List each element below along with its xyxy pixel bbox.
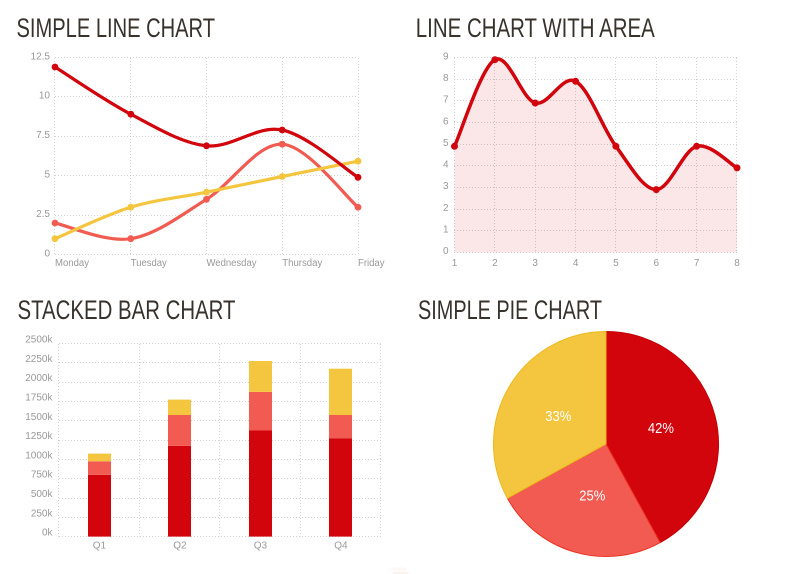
svg-text:Q3: Q3 xyxy=(254,541,268,552)
svg-text:1: 1 xyxy=(452,258,458,269)
svg-text:SIMPLE PIE CHART: SIMPLE PIE CHART xyxy=(418,295,602,325)
svg-text:1000k: 1000k xyxy=(25,450,53,461)
svg-text:8: 8 xyxy=(443,73,449,84)
svg-text:Q1: Q1 xyxy=(93,541,107,552)
svg-text:1: 1 xyxy=(443,225,449,236)
svg-text:Monday: Monday xyxy=(55,258,89,269)
svg-text:1750k: 1750k xyxy=(25,393,53,404)
svg-text:33%: 33% xyxy=(545,408,571,425)
svg-text:2000k: 2000k xyxy=(25,373,53,384)
svg-text:2.5: 2.5 xyxy=(36,209,50,220)
svg-text:4: 4 xyxy=(443,160,449,171)
svg-text:0: 0 xyxy=(44,248,50,259)
svg-text:Q2: Q2 xyxy=(173,541,187,552)
svg-text:6: 6 xyxy=(654,258,660,269)
svg-text:5: 5 xyxy=(613,258,619,269)
svg-text:250k: 250k xyxy=(31,508,54,519)
svg-text:3: 3 xyxy=(443,181,449,192)
svg-text:5: 5 xyxy=(443,138,449,149)
svg-text:LINE CHART WITH AREA: LINE CHART WITH AREA xyxy=(416,13,655,43)
svg-text:Wednesday: Wednesday xyxy=(207,258,257,269)
svg-text:2: 2 xyxy=(492,258,498,269)
svg-text:7: 7 xyxy=(694,258,700,269)
svg-text:2: 2 xyxy=(443,203,449,214)
svg-text:6: 6 xyxy=(443,116,449,127)
svg-text:1250k: 1250k xyxy=(25,431,53,442)
svg-text:7.5: 7.5 xyxy=(36,130,50,141)
svg-text:0: 0 xyxy=(443,246,449,257)
svg-text:12.5: 12.5 xyxy=(31,51,51,62)
svg-text:42%: 42% xyxy=(648,420,674,437)
svg-text:10: 10 xyxy=(39,91,51,102)
svg-text:2500k: 2500k xyxy=(25,335,53,346)
svg-text:Thursday: Thursday xyxy=(282,258,322,269)
svg-text:SIMPLE LINE CHART: SIMPLE LINE CHART xyxy=(17,13,216,43)
svg-text:Tuesday: Tuesday xyxy=(131,258,167,269)
svg-text:5: 5 xyxy=(44,170,50,181)
svg-text:3: 3 xyxy=(532,258,538,269)
svg-text:STACKED BAR CHART: STACKED BAR CHART xyxy=(18,295,236,325)
svg-text:750k: 750k xyxy=(31,470,54,481)
svg-text:Friday: Friday xyxy=(358,258,385,269)
svg-text:25%: 25% xyxy=(579,488,605,505)
svg-text:1500k: 1500k xyxy=(25,412,53,423)
svg-text:7: 7 xyxy=(443,95,449,106)
svg-text:500k: 500k xyxy=(31,489,54,500)
svg-text:Q4: Q4 xyxy=(334,541,348,552)
svg-text:0k: 0k xyxy=(42,528,54,539)
svg-text:8: 8 xyxy=(734,258,740,269)
svg-text:4: 4 xyxy=(573,258,579,269)
svg-text:9: 9 xyxy=(443,51,449,62)
svg-text:2250k: 2250k xyxy=(25,354,53,365)
